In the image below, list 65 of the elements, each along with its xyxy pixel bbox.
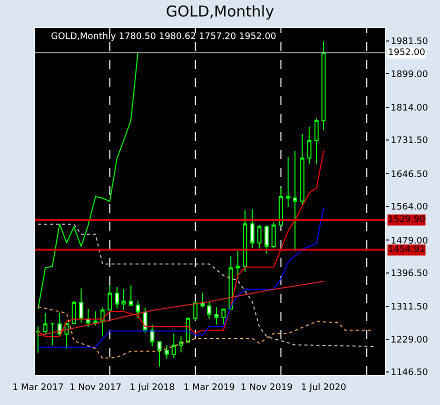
line-series xyxy=(38,52,138,310)
candlestick xyxy=(286,156,290,208)
y-tick-label: 1646.50 xyxy=(390,170,428,180)
candlestick xyxy=(321,40,326,130)
candlestick xyxy=(292,150,298,252)
candlestick xyxy=(221,308,226,325)
y-tick-label: 1814.00 xyxy=(390,103,428,114)
line-series xyxy=(38,280,324,336)
y-tick-label: 1146.50 xyxy=(390,368,428,378)
candlestick xyxy=(58,312,62,338)
candlestick xyxy=(207,301,212,320)
candlestick xyxy=(278,187,284,226)
candlestick xyxy=(114,286,120,309)
candlestick xyxy=(43,312,48,336)
candlestick xyxy=(108,284,112,311)
candlestick xyxy=(50,322,54,346)
y-tick-label: 1899.00 xyxy=(390,70,428,80)
candlestick xyxy=(64,322,69,350)
x-tick-label: 1 Nov 2019 xyxy=(240,382,293,393)
candlestick xyxy=(157,341,162,368)
y-tick-label: 1981.50 xyxy=(390,37,428,48)
candlestick xyxy=(257,224,262,249)
candlestick xyxy=(128,284,133,306)
candlestick xyxy=(200,292,205,308)
candlestick xyxy=(242,210,248,272)
x-tick-label: 1 Jul 2020 xyxy=(300,382,346,393)
candlestick xyxy=(300,133,304,206)
candlestick xyxy=(100,307,105,338)
candlestick xyxy=(178,336,184,353)
x-tick-label: 1 Mar 2017 xyxy=(12,382,64,393)
candlestick xyxy=(136,300,140,319)
candlestick xyxy=(236,250,240,280)
candlestick xyxy=(172,333,176,358)
line-series xyxy=(38,150,324,338)
candlestick xyxy=(193,300,198,321)
candlestick xyxy=(93,311,98,326)
candlestick xyxy=(143,307,148,334)
y-tick-label: 1396.50 xyxy=(390,269,428,280)
line-series xyxy=(38,207,324,348)
x-tick-label: 1 Jul 2018 xyxy=(130,382,176,393)
candlestick xyxy=(72,300,76,325)
chart-title: GOLD,Monthly xyxy=(166,2,274,21)
chart-subtitle: GOLD,Monthly 1780.50 1980.62 1757.20 1952.00 xyxy=(51,32,276,42)
x-tick-label: 1 Nov 2017 xyxy=(70,382,122,393)
candlestick xyxy=(314,118,319,165)
candlestick xyxy=(214,306,219,326)
y-tick-label: 1731.50 xyxy=(390,136,428,146)
candlestick xyxy=(122,288,126,310)
ref-line-label: 1952.00 xyxy=(388,48,426,58)
candlestick xyxy=(86,308,90,328)
y-tick-label: 1564.00 xyxy=(390,202,428,213)
candlestick xyxy=(150,324,154,347)
y-tick-label: 1311.50 xyxy=(390,302,428,313)
candlestick xyxy=(164,344,169,360)
ref-line-label: 1529.90 xyxy=(388,215,426,225)
candlestick xyxy=(264,224,269,254)
line-series xyxy=(38,224,374,347)
candlestick xyxy=(79,288,84,324)
candlestick xyxy=(272,222,276,249)
candlestick xyxy=(250,208,254,249)
x-tick-label: 1 Mar 2019 xyxy=(184,382,236,393)
y-tick-label: 1229.00 xyxy=(390,335,428,346)
y-tick-label: 1479.00 xyxy=(390,236,428,246)
ref-line-label: 1454.91 xyxy=(388,245,426,255)
candlestick xyxy=(307,126,312,165)
